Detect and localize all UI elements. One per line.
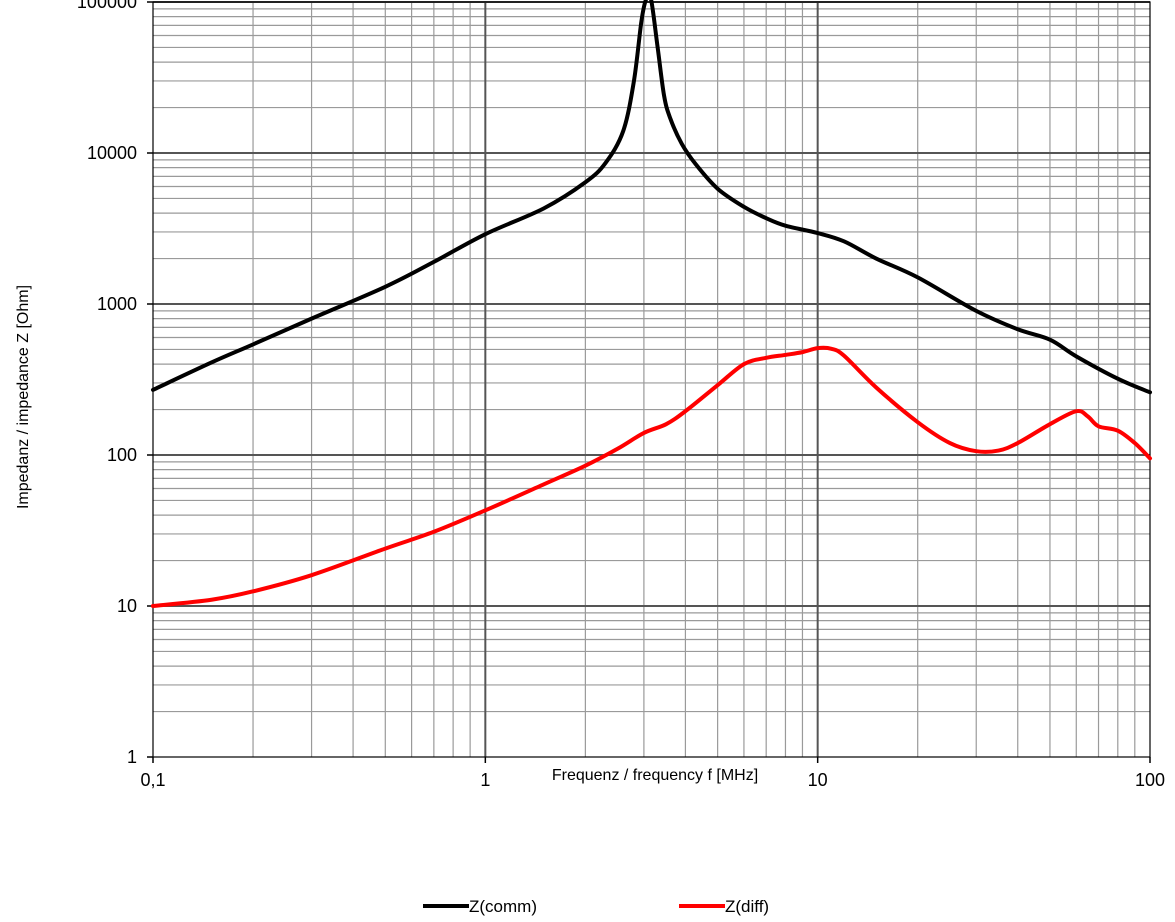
- x-tick-label: 0,1: [140, 770, 165, 790]
- x-tick-labels: 0,1 1 10 100: [140, 770, 1165, 790]
- series-line-z-comm: [151, 0, 1152, 395]
- grid-major: [153, 1, 1150, 757]
- legend-label-z-comm: Z(comm): [469, 897, 537, 916]
- y-tick-label: 10000: [87, 143, 137, 163]
- y-tick-label: 10: [117, 596, 137, 616]
- y-tick-labels: 1 10 100 1000 10000 100000: [77, 0, 137, 767]
- y-axis-title: Impedanz / impedance Z [Ohm]: [15, 285, 32, 509]
- y-tick-label: 1000: [97, 294, 137, 314]
- y-tick-label: 100: [107, 445, 137, 465]
- x-axis-title: Frequenz / frequency f [MHz]: [552, 767, 758, 784]
- x-tick-label: 1: [480, 770, 490, 790]
- grid-minor: [153, 2, 1150, 757]
- series-line-z-diff: [151, 345, 1152, 608]
- y-tick-label: 100000: [77, 0, 137, 12]
- legend-label-z-diff: Z(diff): [725, 897, 769, 916]
- x-tick-label: 100: [1135, 770, 1165, 790]
- x-tick-label: 10: [808, 770, 828, 790]
- y-tick-label: 1: [127, 747, 137, 767]
- series-lines: [151, 0, 1152, 608]
- legend: Z(comm) Z(diff): [423, 897, 769, 916]
- plot-frame: [152, 1, 1151, 758]
